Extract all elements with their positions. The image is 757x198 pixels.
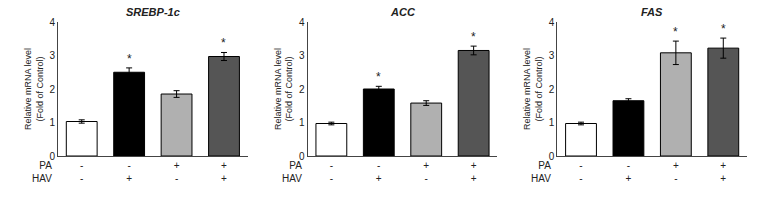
svg-text:*: *: [673, 25, 678, 39]
svg-text:3: 3: [549, 50, 555, 61]
svg-text:-+: -+: [626, 160, 632, 184]
svg-text:+-: +-: [174, 160, 180, 184]
svg-text:PAHAV: PAHAV: [32, 160, 52, 184]
svg-text:1: 1: [49, 117, 55, 128]
svg-text:0: 0: [49, 151, 55, 162]
svg-text:0: 0: [299, 151, 305, 162]
svg-text:-+: -+: [376, 160, 382, 184]
svg-text:1: 1: [299, 117, 305, 128]
svg-text:*: *: [127, 52, 132, 66]
svg-text:ACC: ACC: [390, 6, 416, 18]
svg-text:++: ++: [221, 160, 227, 184]
svg-text:--: --: [579, 160, 582, 184]
svg-text:*: *: [471, 30, 476, 44]
svg-text:2: 2: [549, 84, 555, 95]
svg-text:4: 4: [49, 17, 55, 28]
svg-text:Relative mRNA level(Fold of Co: Relative mRNA level(Fold of Control): [273, 48, 295, 130]
svg-text:1: 1: [549, 117, 555, 128]
svg-text:4: 4: [299, 17, 305, 28]
svg-text:4: 4: [549, 17, 555, 28]
svg-text:+-: +-: [423, 160, 429, 184]
svg-text:3: 3: [49, 50, 55, 61]
svg-text:*: *: [376, 70, 381, 84]
svg-text:--: --: [330, 160, 333, 184]
svg-text:FAS: FAS: [641, 6, 663, 18]
svg-text:Relative mRNA level(Fold of Co: Relative mRNA level(Fold of Control): [522, 48, 544, 130]
svg-text:2: 2: [299, 84, 305, 95]
svg-text:PAHAV: PAHAV: [531, 160, 551, 184]
svg-text:*: *: [221, 36, 226, 50]
svg-text:2: 2: [49, 84, 55, 95]
svg-text:++: ++: [471, 160, 477, 184]
svg-text:++: ++: [720, 160, 726, 184]
svg-text:SREBP-1c: SREBP-1c: [126, 6, 180, 18]
svg-text:0: 0: [549, 151, 555, 162]
svg-text:+-: +-: [673, 160, 679, 184]
svg-text:--: --: [80, 160, 83, 184]
svg-text:PAHAV: PAHAV: [282, 160, 302, 184]
svg-text:3: 3: [299, 50, 305, 61]
svg-text:Relative mRNA level(Fold of Co: Relative mRNA level(Fold of Control): [23, 48, 45, 130]
svg-text:*: *: [721, 22, 726, 36]
svg-text:-+: -+: [126, 160, 132, 184]
